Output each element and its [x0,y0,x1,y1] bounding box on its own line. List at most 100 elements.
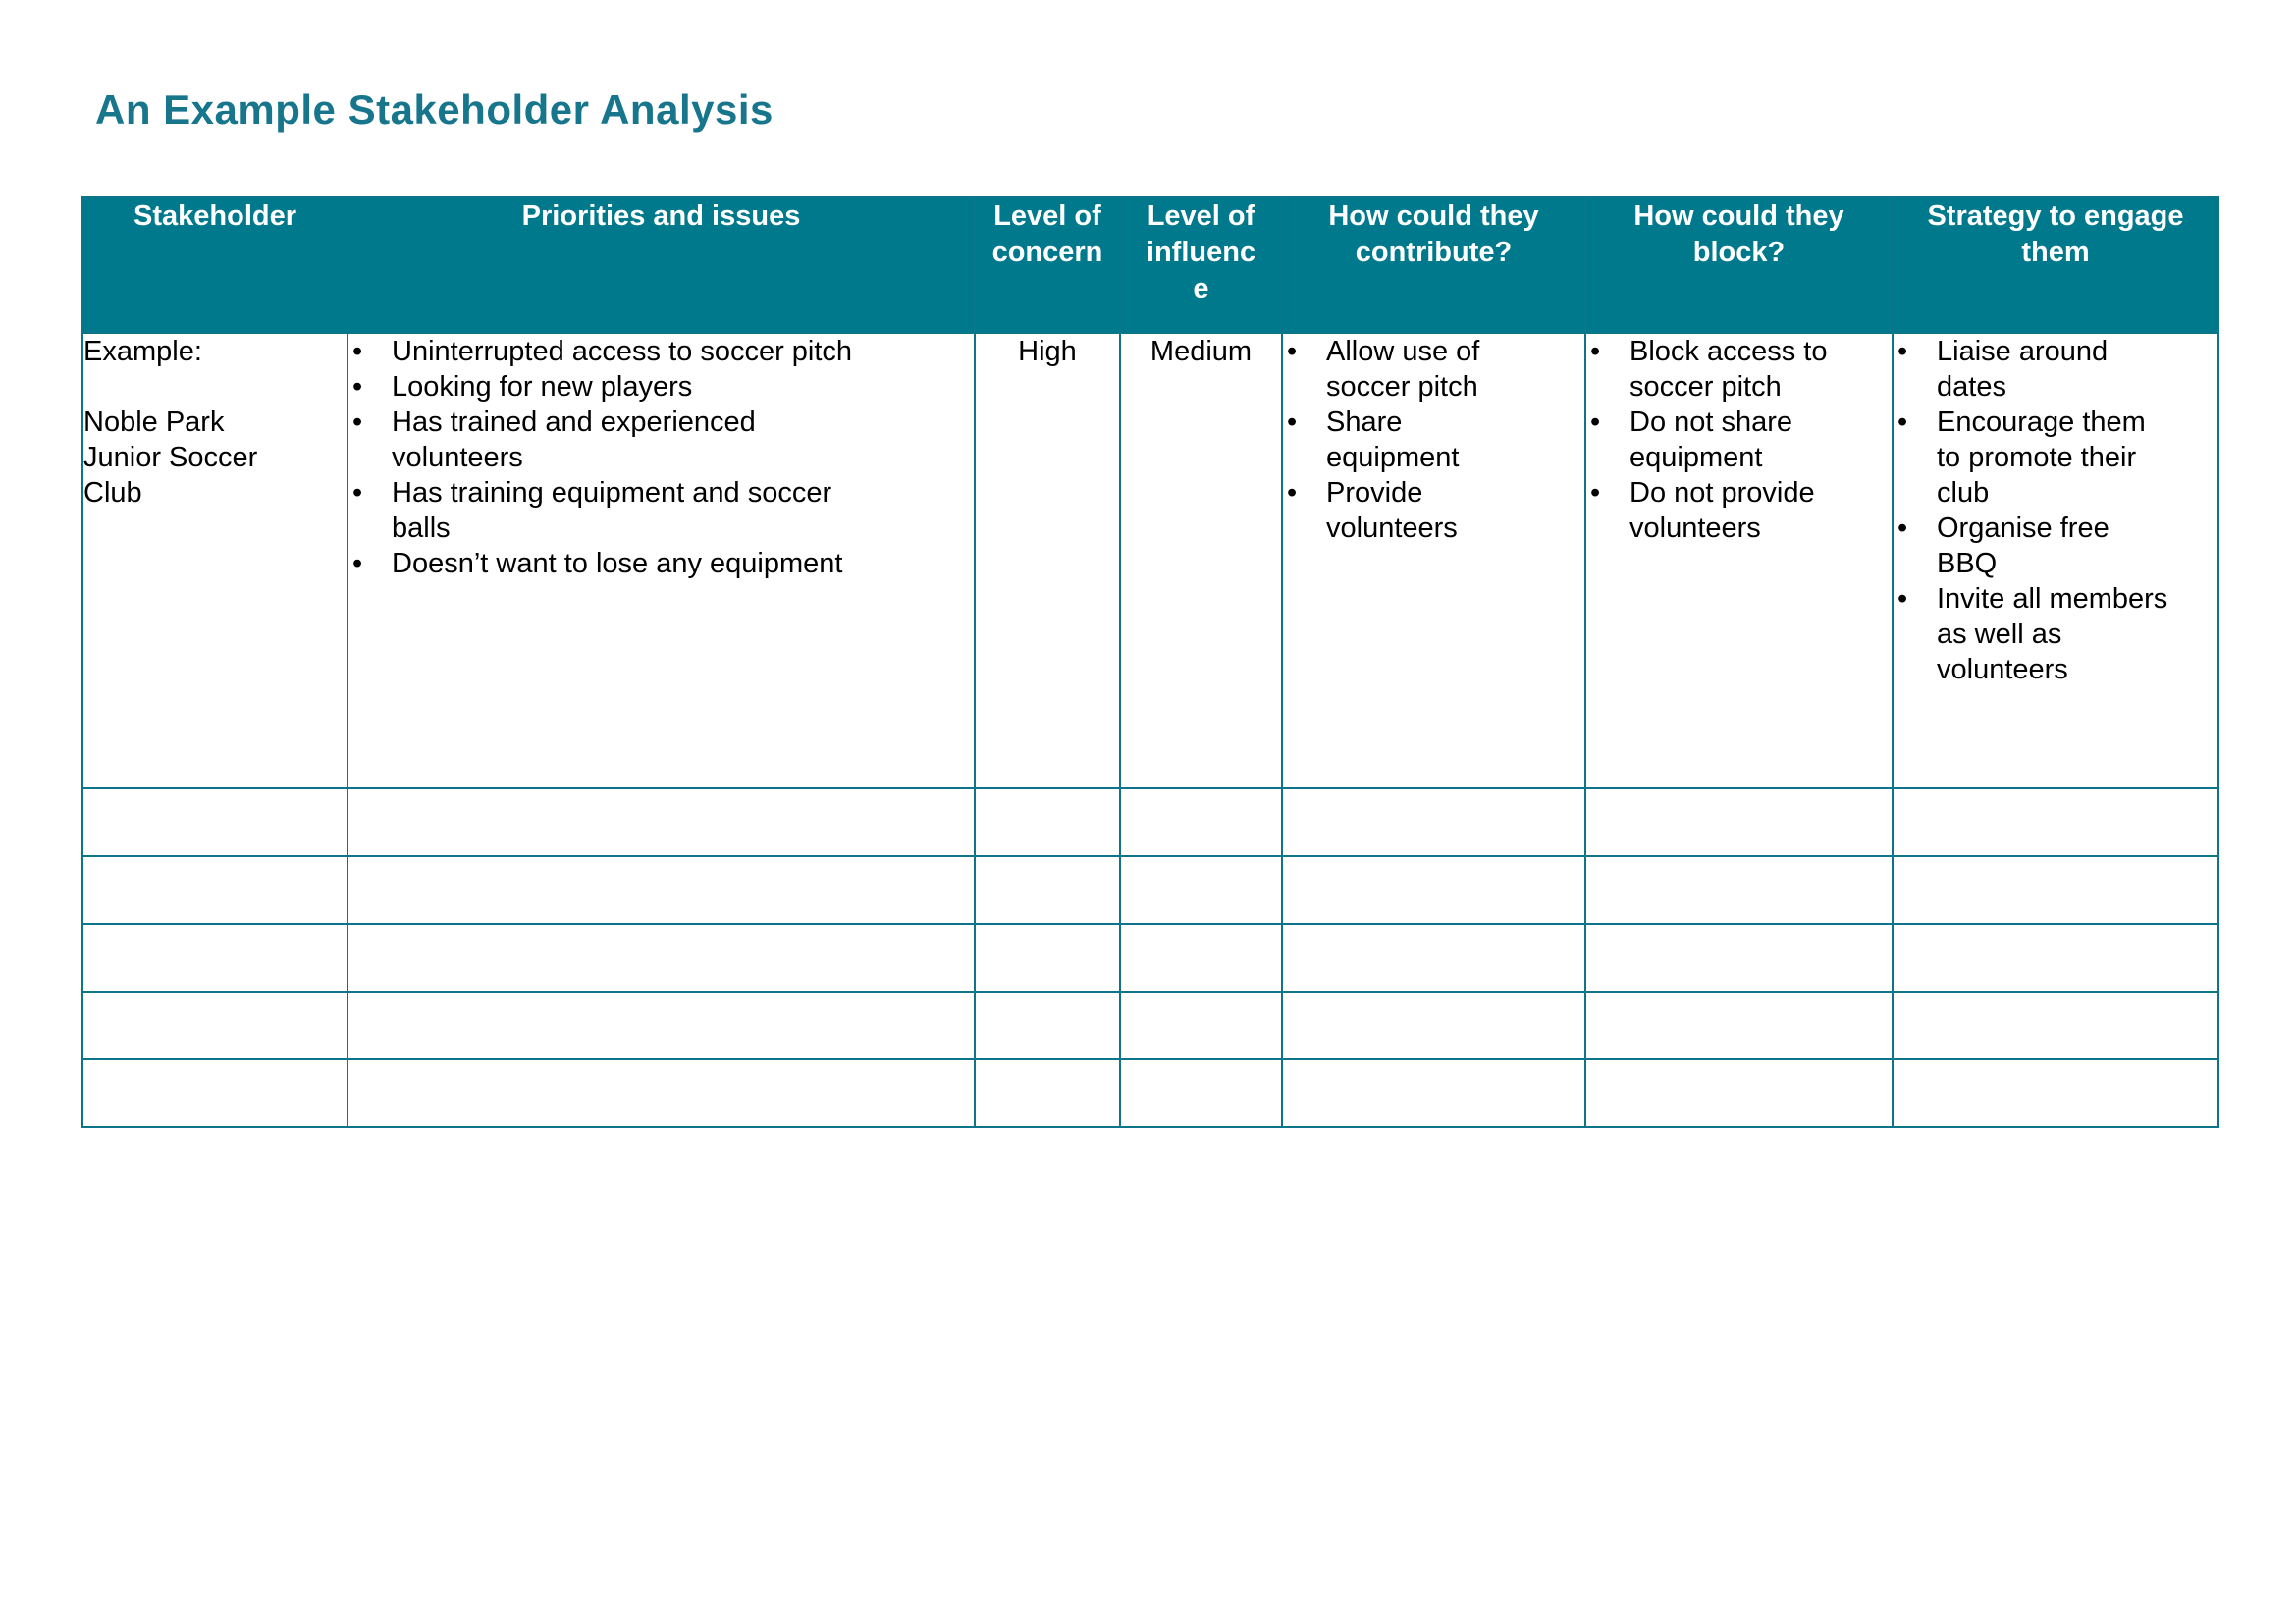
bullet-item: • Share equipment [1284,405,1583,475]
bullet-item: • Invite all members as well as volunteer… [1895,581,2216,687]
bullet-icon: • [1897,583,1908,615]
bullet-item: • Encourage them to promote their club [1895,405,2216,511]
empty-cell [347,787,976,857]
column-header-stakeholder: Stakeholder [81,196,348,334]
bullet-item: • Organise free BBQ [1895,511,2216,581]
bullet-item: • Doesn’t want to lose any equipment [349,546,973,581]
empty-cell [347,923,976,993]
bullet-item: • Provide volunteers [1284,475,1583,546]
page-title: An Example Stakeholder Analysis [95,86,774,133]
empty-cell [1281,1058,1586,1128]
empty-cell [1892,991,2219,1060]
empty-table-row [81,787,2219,857]
empty-cell [1584,787,1894,857]
contribute-bullet-list: • Allow use of soccer pitch • Share equipme… [1284,335,1583,546]
bullet-text: Invite all members as well as volunteers [1937,583,2168,685]
strategy-cell: • Liaise around dates • Encourage them to p… [1892,332,2219,789]
bullet-icon: • [1897,336,1908,367]
column-header-priorities: Priorities and issues [347,196,976,334]
bullet-icon: • [1897,406,1908,438]
bullet-text: Has trained and experienced volunteers [392,406,756,473]
empty-cell [1119,855,1283,925]
bullet-item: • Do not provide volunteers [1587,475,1891,546]
bullet-icon: • [352,371,363,403]
bullet-icon: • [352,336,363,367]
bullet-icon: • [1287,336,1298,367]
empty-cell [81,923,348,993]
bullet-text: Liaise around dates [1937,336,2109,403]
column-header-block: How could they block? [1584,196,1894,334]
bullet-text: Doesn’t want to lose any equipment [392,548,843,579]
empty-cell [81,855,348,925]
bullet-item: • Has trained and experienced volunteers [349,405,973,475]
stakeholder-example-label: Example: [83,336,202,367]
bullet-text: Share equipment [1326,406,1460,473]
example-table-row: Example: Noble Park Junior Soccer Club •… [81,332,2219,789]
bullet-icon: • [1287,477,1298,509]
bullet-item: • Do not share equipment [1587,405,1891,475]
level-of-influence-cell: Medium [1119,332,1283,789]
empty-rows [81,787,2219,1128]
block-bullet-list: • Block access to soccer pitch • Do not sha… [1587,335,1891,546]
empty-cell [1584,991,1894,1060]
table-header-row: Stakeholder Priorities and issues Level … [81,196,2219,334]
empty-cell [347,991,976,1060]
stakeholder-name: Noble Park Junior Soccer Club [83,406,258,509]
empty-cell [81,1058,348,1128]
bullet-text: Organise free BBQ [1937,513,2109,579]
empty-cell [1584,923,1894,993]
empty-cell [974,855,1121,925]
stakeholder-cell: Example: Noble Park Junior Soccer Club [81,332,348,789]
bullet-text: Has training equipment and soccer balls [392,477,832,544]
empty-cell [1892,923,2219,993]
level-of-concern-cell: High [974,332,1121,789]
bullet-text: Provide volunteers [1326,477,1458,544]
empty-table-row [81,923,2219,993]
empty-cell [1584,1058,1894,1128]
priorities-cell: • Uninterrupted access to soccer pitch • Lo… [347,332,976,789]
empty-cell [1892,1058,2219,1128]
empty-cell [974,787,1121,857]
empty-table-row [81,1058,2219,1128]
bullet-item: • Looking for new players [349,369,973,405]
empty-table-row [81,855,2219,925]
bullet-icon: • [352,477,363,509]
bullet-text: Block access to soccer pitch [1629,336,1828,403]
stakeholder-analysis-table: Stakeholder Priorities and issues Level … [81,196,2219,1128]
empty-cell [81,787,348,857]
empty-cell [1892,855,2219,925]
empty-cell [1584,855,1894,925]
column-header-level-of-influence: Level of influenc e [1119,196,1283,334]
bullet-icon: • [1287,406,1298,438]
block-cell: • Block access to soccer pitch • Do not sha… [1584,332,1894,789]
bullet-item: • Has training equipment and soccer balls [349,475,973,546]
level-of-concern-value: High [1018,336,1077,367]
empty-cell [1281,787,1586,857]
empty-cell [347,855,976,925]
empty-cell [81,991,348,1060]
strategy-bullet-list: • Liaise around dates • Encourage them to p… [1895,335,2216,687]
empty-cell [1281,923,1586,993]
contribute-cell: • Allow use of soccer pitch • Share equipme… [1281,332,1586,789]
empty-cell [1281,855,1586,925]
empty-table-row [81,991,2219,1060]
bullet-icon: • [352,548,363,579]
empty-cell [1119,991,1283,1060]
bullet-text: Do not provide volunteers [1629,477,1815,544]
empty-cell [347,1058,976,1128]
bullet-icon: • [1897,513,1908,544]
bullet-text: Allow use of soccer pitch [1326,336,1480,403]
empty-cell [1119,923,1283,993]
empty-cell [1119,1058,1283,1128]
empty-cell [1892,787,2219,857]
column-header-level-of-concern: Level of concern [974,196,1121,334]
bullet-icon: • [352,406,363,438]
empty-cell [974,991,1121,1060]
bullet-item: • Block access to soccer pitch [1587,335,1891,405]
empty-cell [1119,787,1283,857]
bullet-text: Uninterrupted access to soccer pitch [392,336,853,367]
priorities-bullet-list: • Uninterrupted access to soccer pitch • Lo… [349,335,973,581]
bullet-icon: • [1590,477,1601,509]
empty-cell [1281,991,1586,1060]
